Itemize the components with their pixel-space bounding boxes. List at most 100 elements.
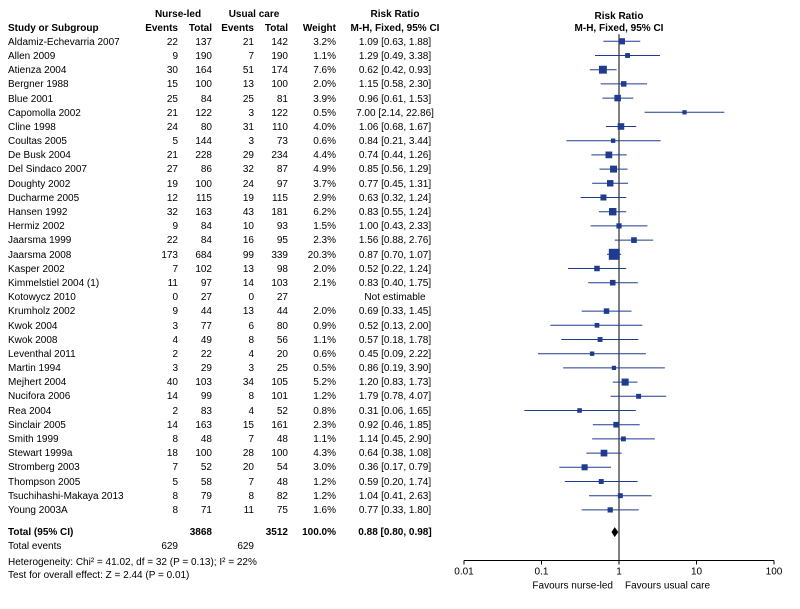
- study-name: Jaarsma 1999: [8, 235, 140, 246]
- point-marker: [625, 53, 630, 58]
- study-row: Rea 20042834520.8%0.31 [0.06, 1.65]: [8, 404, 454, 418]
- point-marker: [595, 323, 600, 328]
- study-name: Aldamiz-Echevarria 2007: [8, 37, 140, 48]
- heterogeneity: Heterogeneity: Chi² = 41.02, df = 32 (P …: [8, 556, 454, 569]
- point-marker: [618, 493, 623, 498]
- point-marker: [608, 507, 613, 512]
- study-name: Bergner 1988: [8, 79, 140, 90]
- point-marker: [609, 208, 616, 215]
- study-name: Del Sindaco 2007: [8, 164, 140, 175]
- study-name: Tsuchihashi-Makaya 2013: [8, 491, 140, 502]
- study-row: Bergner 198815100131002.0%1.15 [0.58, 2.…: [8, 78, 454, 92]
- col-total1: Total: [178, 23, 216, 34]
- col-events1: Events: [140, 23, 178, 34]
- tick-label: 10: [691, 567, 703, 578]
- point-marker: [618, 123, 625, 130]
- study-row: Coultas 200551443730.6%0.84 [0.21, 3.44]: [8, 135, 454, 149]
- col-weight: Weight: [292, 23, 336, 34]
- group1-label: Nurse-led: [140, 9, 216, 20]
- study-name: Jaarsma 2008: [8, 250, 140, 261]
- study-row: Kimmelstiel 2004 (1)1197141032.1%0.83 [0…: [8, 276, 454, 290]
- point-marker: [612, 366, 616, 370]
- study-name: Cline 1998: [8, 122, 140, 133]
- point-marker: [577, 408, 582, 413]
- study-name: Kwok 2008: [8, 335, 140, 346]
- study-name: Mejhert 2004: [8, 377, 140, 388]
- header-columns: Study or SubgroupEventsTotalEventsTotalW…: [8, 21, 454, 35]
- study-name: Blue 2001: [8, 94, 140, 105]
- tick-label: 100: [766, 567, 783, 578]
- study-row: Del Sindaco 2007278632874.9%0.85 [0.56, …: [8, 163, 454, 177]
- col-events2: Events: [216, 23, 254, 34]
- study-row: Ducharme 200512115191152.9%0.63 [0.32, 1…: [8, 191, 454, 205]
- point-marker: [616, 223, 621, 228]
- study-name: De Busk 2004: [8, 150, 140, 161]
- point-marker: [601, 450, 608, 457]
- point-marker: [590, 352, 594, 356]
- study-row: Kasper 2002710213982.0%0.52 [0.22, 1.24]: [8, 262, 454, 276]
- study-name: Kimmelstiel 2004 (1): [8, 278, 140, 289]
- total-diamond: [611, 527, 618, 537]
- point-marker: [621, 436, 626, 441]
- study-name: Kasper 2002: [8, 264, 140, 275]
- point-marker: [622, 379, 629, 386]
- point-marker: [600, 194, 606, 200]
- study-name: Doughty 2002: [8, 179, 140, 190]
- study-row: Aldamiz-Echevarria 200722137211423.2%1.0…: [8, 35, 454, 49]
- point-marker: [610, 166, 617, 173]
- point-marker: [604, 308, 610, 314]
- study-row: Hermiz 200298410931.5%1.00 [0.43, 2.33]: [8, 220, 454, 234]
- study-row: Hansen 199232163431816.2%0.83 [0.55, 1.2…: [8, 205, 454, 219]
- study-name: Rea 2004: [8, 406, 140, 417]
- study-name: Stewart 1999a: [8, 448, 140, 459]
- study-name: Leventhal 2011: [8, 349, 140, 360]
- study-row: Atienza 200430164511747.6%0.62 [0.42, 0.…: [8, 64, 454, 78]
- overall-effect: Test for overall effect: Z = 2.44 (P = 0…: [8, 569, 454, 582]
- study-row: Cline 19982480311104.0%1.06 [0.68, 1.67]: [8, 120, 454, 134]
- point-marker: [619, 38, 625, 44]
- point-marker: [613, 422, 619, 428]
- study-name: Smith 1999: [8, 434, 140, 445]
- point-marker: [606, 152, 613, 159]
- header-groups: Nurse-ledUsual careRisk Ratio: [8, 8, 454, 21]
- study-name: Atienza 2004: [8, 65, 140, 76]
- study-row: Jaarsma 20081736849933920.3%0.87 [0.70, …: [8, 248, 454, 262]
- study-row: Stromberg 200375220543.0%0.36 [0.17, 0.7…: [8, 461, 454, 475]
- point-marker: [607, 180, 613, 186]
- study-name: Young 2003A: [8, 505, 140, 516]
- footer: Heterogeneity: Chi² = 41.02, df = 32 (P …: [8, 556, 454, 582]
- forest-plot: Risk RatioM-H, Fixed, 95% CI0.010.111010…: [454, 8, 784, 601]
- study-row: Mejhert 200440103341055.2%1.20 [0.83, 1.…: [8, 376, 454, 390]
- tick-label: 0.01: [454, 567, 474, 578]
- study-name: Stromberg 2003: [8, 462, 140, 473]
- study-name: Sinclair 2005: [8, 420, 140, 431]
- study-row: Martin 19943293250.5%0.86 [0.19, 3.90]: [8, 362, 454, 376]
- forest-table: Nurse-ledUsual careRisk RatioStudy or Su…: [8, 8, 454, 601]
- study-row: Leventhal 20112224200.6%0.45 [0.09, 2.22…: [8, 347, 454, 361]
- point-marker: [594, 266, 600, 272]
- study-row: Stewart 1999a18100281004.3%0.64 [0.38, 1…: [8, 447, 454, 461]
- point-marker: [614, 95, 621, 102]
- point-marker: [599, 479, 604, 484]
- study-name: Hansen 1992: [8, 207, 140, 218]
- study-name: Thompson 2005: [8, 477, 140, 488]
- study-row: Tsuchihashi-Makaya 20138798821.2%1.04 [0…: [8, 489, 454, 503]
- study-name: Kotowycz 2010: [8, 292, 140, 303]
- col-rr-sub: M-H, Fixed, 95% CI: [336, 23, 454, 34]
- point-marker: [582, 464, 588, 470]
- study-name: Martin 1994: [8, 363, 140, 374]
- plot-sub: M-H, Fixed, 95% CI: [575, 23, 664, 34]
- point-marker: [636, 394, 641, 399]
- forest-plot-container: Nurse-ledUsual careRisk RatioStudy or Su…: [8, 8, 792, 601]
- point-marker: [609, 249, 620, 260]
- study-row: Kotowycz 2010027027Not estimable: [8, 291, 454, 305]
- favours-right: Favours usual care: [625, 581, 710, 592]
- study-name: Capomolla 2002: [8, 108, 140, 119]
- study-row: Blue 2001258425813.9%0.96 [0.61, 1.53]: [8, 92, 454, 106]
- study-row: Doughty 20021910024973.7%0.77 [0.45, 1.3…: [8, 177, 454, 191]
- study-name: Kwok 2004: [8, 321, 140, 332]
- point-marker: [598, 337, 603, 342]
- study-row: Young 2003A87111751.6%0.77 [0.33, 1.80]: [8, 503, 454, 517]
- study-row: Allen 2009919071901.1%1.29 [0.49, 3.38]: [8, 49, 454, 63]
- study-row: Smith 19998487481.1%1.14 [0.45, 2.90]: [8, 432, 454, 446]
